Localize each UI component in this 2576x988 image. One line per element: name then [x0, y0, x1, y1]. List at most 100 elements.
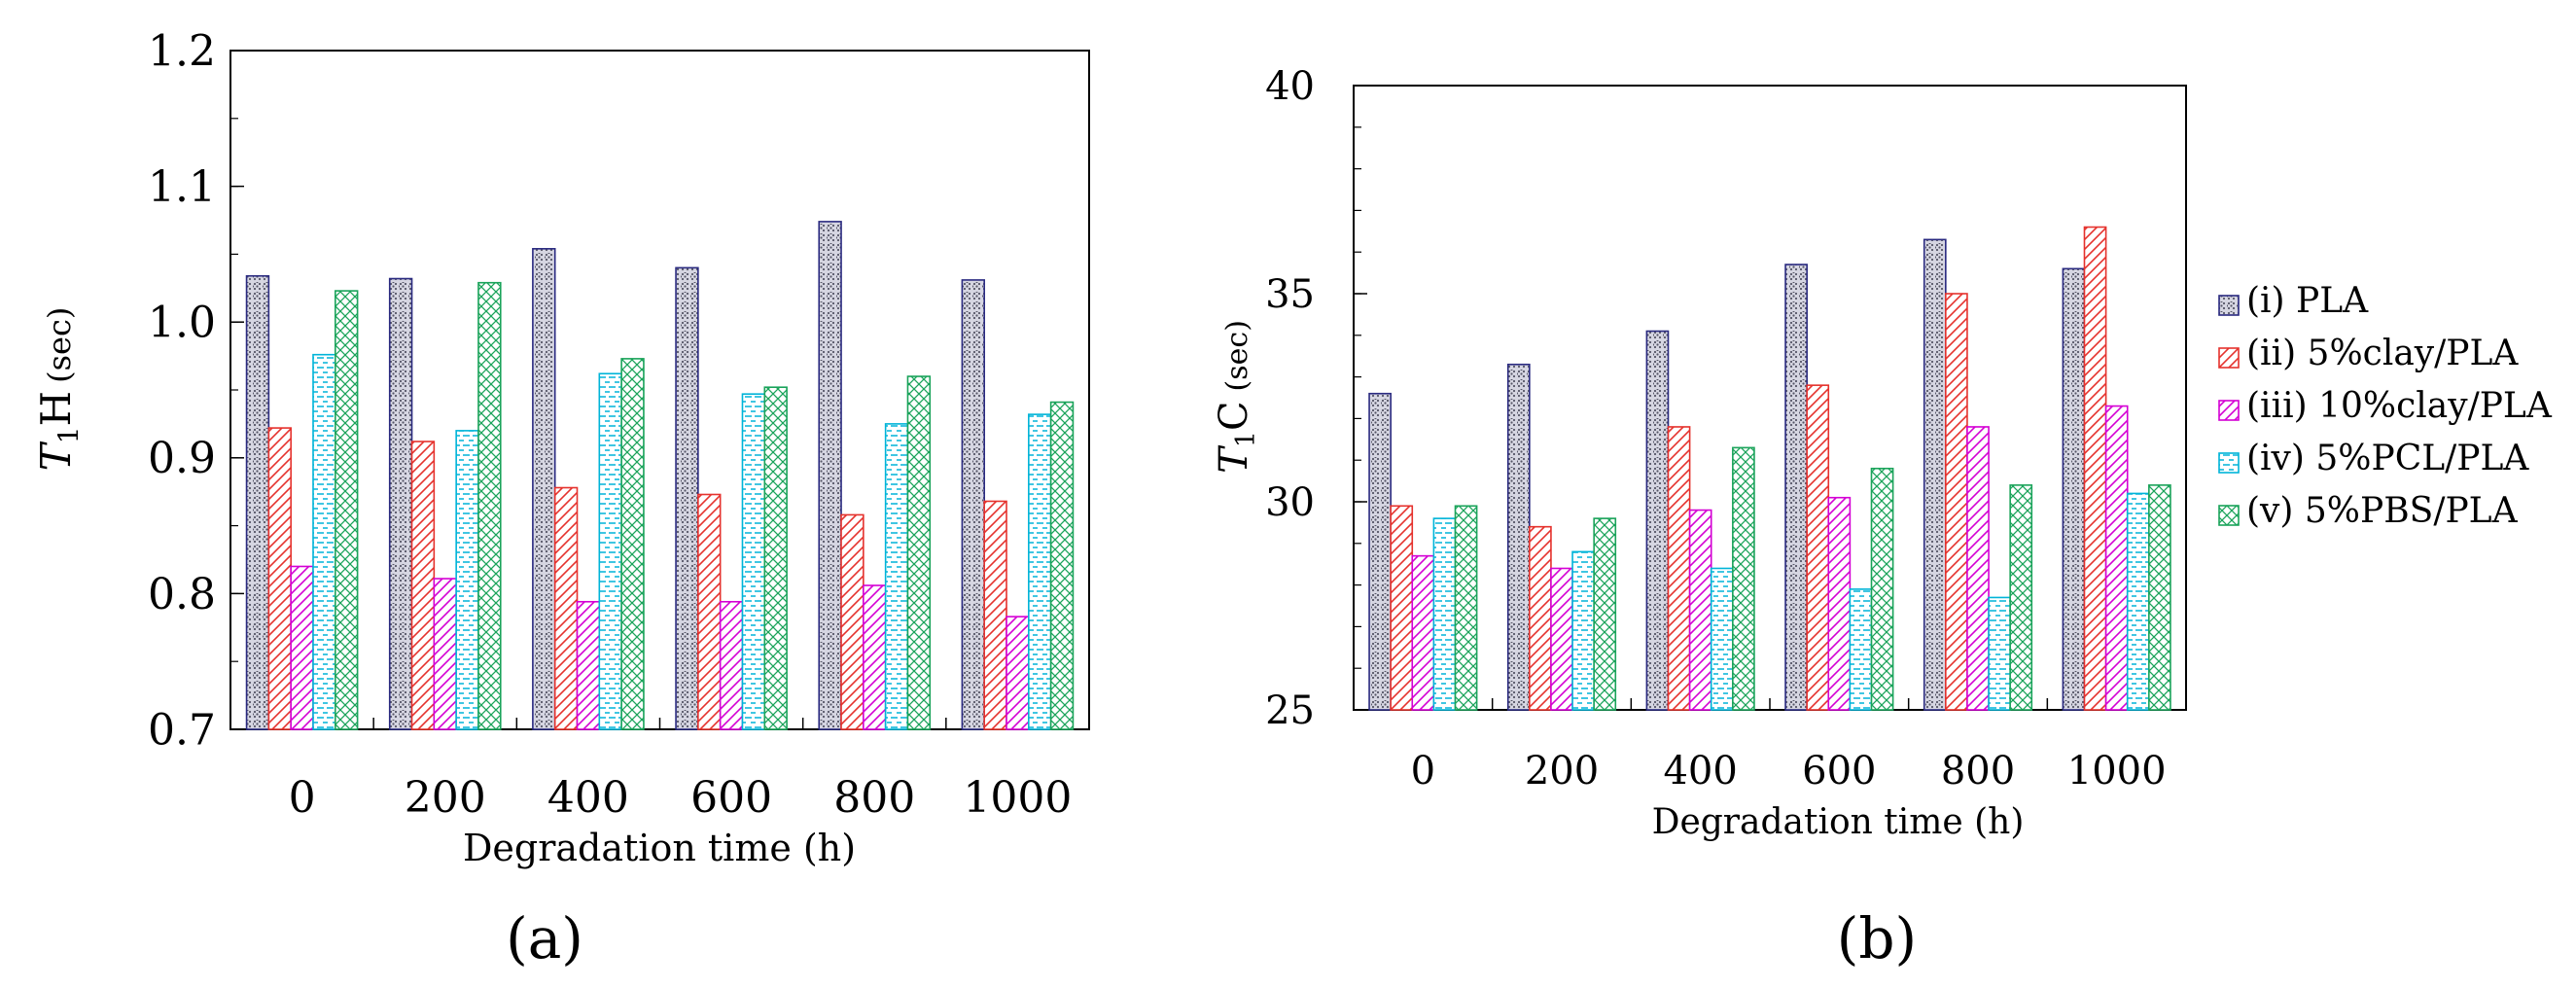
chart-a-x-tick-label: 800 — [833, 773, 915, 823]
legend-swatch — [2219, 296, 2239, 315]
bar-b-s5-800 — [2010, 485, 2031, 710]
chart-b-y-tick-label: 25 — [1265, 688, 1315, 733]
chart-b-y-axis: 25 30 35 40 — [1265, 64, 1367, 733]
chart-a-y-tick-label: 1.2 — [148, 26, 216, 76]
bar-b-s1-200 — [1508, 365, 1530, 710]
bar-b-s3-1000 — [2106, 406, 2128, 710]
chart-b-x-axis: 0 200 400 600 800 1000 — [1354, 698, 2186, 794]
chart-b-y-tick-label: 40 — [1265, 64, 1315, 109]
chart-a-y-tick-label: 0.9 — [148, 434, 216, 483]
bar-a-s2-800 — [841, 514, 864, 729]
chart-a-x-tick-label: 0 — [289, 773, 316, 823]
legend-label: (i) PLA — [2246, 281, 2369, 321]
chart-a-xlabel: Degradation time (h) — [463, 827, 856, 869]
chart-b-ylabel: T1C(sec) — [1212, 320, 1261, 474]
bar-a-s3-0 — [291, 566, 313, 729]
bar-b-s4-600 — [1850, 589, 1871, 710]
chart-a-ylabel: T1H(sec) — [32, 307, 85, 472]
bar-b-s2-200 — [1530, 527, 1551, 710]
bar-b-s2-0 — [1391, 506, 1412, 710]
bar-a-s3-200 — [434, 579, 456, 729]
bar-b-s4-1000 — [2128, 493, 2149, 710]
bar-a-s4-600 — [742, 394, 764, 729]
chart-b-x-tick-label: 0 — [1411, 749, 1435, 794]
chart-a-x-tick-label: 600 — [690, 773, 772, 823]
bar-b-s4-800 — [1989, 597, 2010, 710]
bar-a-s5-1000 — [1051, 403, 1074, 729]
bar-a-s4-200 — [456, 431, 478, 729]
chart-a-y-tick-label: 0.8 — [148, 570, 216, 619]
bar-a-s2-0 — [268, 428, 291, 729]
bar-a-s3-800 — [864, 585, 886, 729]
bar-a-s4-800 — [886, 424, 908, 729]
bar-b-s4-0 — [1433, 518, 1455, 710]
bar-a-s1-400 — [533, 249, 555, 729]
chart-a-y-tick-label: 1.1 — [148, 162, 216, 212]
bar-b-s3-800 — [1967, 427, 1989, 710]
chart-b-frame — [1354, 86, 2186, 710]
legend-label: (iv) 5%PCL/PLA — [2246, 439, 2529, 478]
bar-b-s5-1000 — [2149, 485, 2170, 710]
figure: 0.70.80.91.01.11.2 0 200 400 600 800 1000 Deg… — [0, 0, 2576, 988]
bar-a-s1-800 — [819, 222, 841, 729]
bar-b-s5-200 — [1594, 518, 1615, 710]
bar-a-s3-400 — [578, 602, 600, 729]
bar-b-s3-600 — [1828, 498, 1850, 710]
bar-a-s1-200 — [390, 279, 412, 729]
bar-b-s2-1000 — [2084, 228, 2105, 710]
bar-a-s5-600 — [764, 387, 787, 729]
chart-b-y-tick-label: 30 — [1265, 480, 1315, 525]
chart-b-x-tick-label: 600 — [1802, 749, 1876, 794]
chart-a-x-tick-label: 200 — [405, 773, 486, 823]
bar-b-s1-1000 — [2063, 268, 2084, 710]
bar-a-s4-0 — [313, 355, 335, 729]
bar-b-s4-400 — [1711, 568, 1733, 710]
legend: (i) PLA (ii) 5%clay/PLA (iii) 10%clay/PLA (… — [2219, 281, 2553, 531]
chart-b-x-tick-label: 200 — [1525, 749, 1599, 794]
bar-b-s1-400 — [1646, 332, 1668, 710]
bar-b-s1-800 — [1924, 239, 1946, 710]
chart-a: 0.7 0.8 0.9 1.0 1.1 1.2 0 200 400 600 800 1000 Deg… — [32, 26, 1089, 971]
bar-b-s5-400 — [1733, 447, 1754, 710]
bar-b-s1-0 — [1369, 394, 1391, 710]
bar-b-s3-400 — [1690, 511, 1711, 710]
legend-swatch — [2219, 506, 2239, 525]
bar-a-s5-800 — [907, 376, 930, 729]
chart-a-bars — [247, 222, 1074, 729]
bar-a-s2-200 — [412, 441, 435, 729]
bar-a-s3-600 — [721, 602, 743, 729]
chart-b-y-tick-label: 35 — [1265, 272, 1315, 317]
bar-b-s1-600 — [1785, 265, 1807, 710]
panel-label-b: (b) — [1837, 905, 1917, 971]
bar-b-s3-200 — [1551, 568, 1572, 710]
bar-a-s1-1000 — [962, 280, 984, 729]
chart-a-y-tick-label: 0.7 — [148, 705, 216, 755]
chart-b-xlabel: Degradation time (h) — [1652, 802, 2025, 842]
chart-a-y-tick-label: 1.0 — [148, 299, 216, 348]
chart-a-frame — [230, 51, 1089, 729]
chart-b: 25 30 35 40 0 200 400 600 800 1000 Degradation t… — [1212, 64, 2553, 971]
bar-a-s1-600 — [676, 267, 698, 729]
bar-a-s2-600 — [698, 494, 721, 729]
bar-a-s4-1000 — [1029, 414, 1051, 729]
chart-b-x-tick-label: 1000 — [2067, 749, 2167, 794]
legend-label: (iii) 10%clay/PLA — [2246, 386, 2553, 426]
bar-a-s2-400 — [555, 488, 578, 729]
chart-b-x-tick-label: 400 — [1663, 749, 1737, 794]
bar-b-s4-200 — [1572, 551, 1594, 710]
chart-a-x-tick-label: 400 — [547, 773, 629, 823]
bar-b-s3-0 — [1412, 556, 1433, 710]
chart-a-x-axis: 0 200 400 600 800 1000 — [230, 718, 1089, 823]
panel-label-a: (a) — [506, 905, 583, 971]
chart-a-x-tick-label: 1000 — [963, 773, 1072, 823]
bar-b-s2-400 — [1668, 427, 1689, 710]
bar-a-s5-200 — [478, 283, 501, 729]
bar-a-s2-1000 — [984, 501, 1006, 729]
legend-swatch — [2219, 453, 2239, 473]
bar-a-s3-1000 — [1006, 617, 1029, 729]
legend-swatch — [2219, 401, 2239, 420]
bar-a-s4-400 — [599, 373, 621, 729]
bar-b-s2-600 — [1807, 385, 1828, 710]
bar-a-s1-0 — [247, 276, 269, 729]
chart-b-bars — [1369, 228, 2170, 710]
